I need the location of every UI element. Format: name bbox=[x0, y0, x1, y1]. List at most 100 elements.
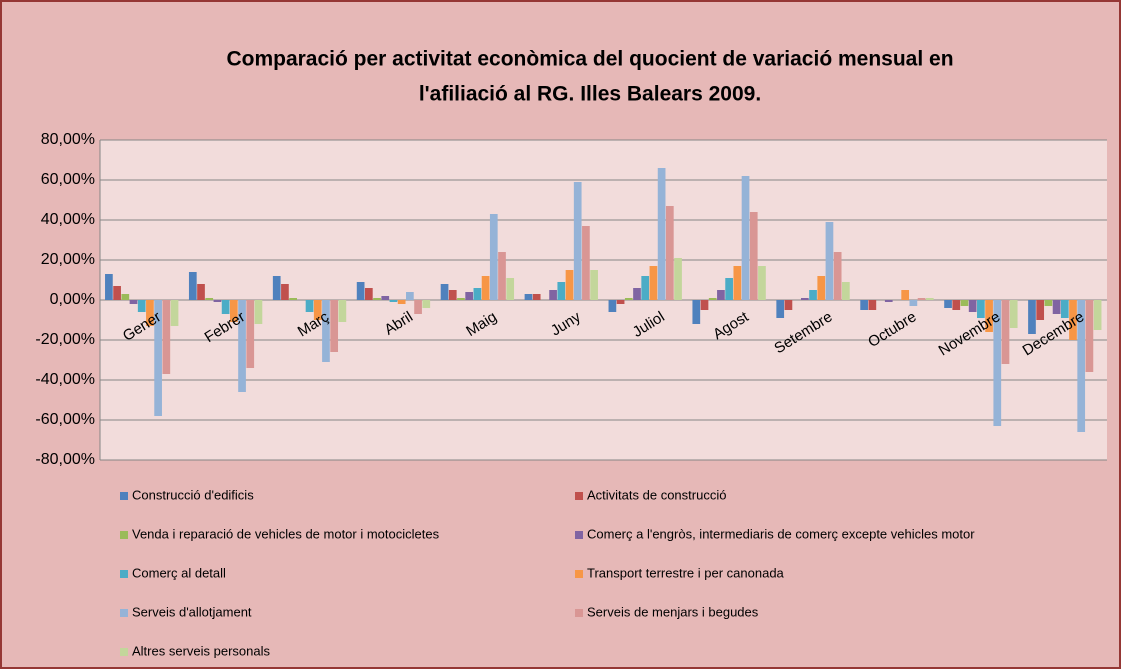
bar bbox=[322, 300, 330, 362]
bar bbox=[909, 300, 918, 306]
bar bbox=[1060, 300, 1069, 318]
bar bbox=[608, 300, 617, 312]
bar bbox=[238, 300, 246, 392]
bar bbox=[373, 298, 381, 300]
bar bbox=[330, 300, 339, 352]
legend-swatch bbox=[120, 648, 128, 656]
legend-label: Venda i reparació de vehicles de motor i… bbox=[132, 526, 440, 541]
bar bbox=[741, 176, 750, 300]
legend-label: Construcció d'edificis bbox=[132, 487, 254, 502]
bar bbox=[944, 300, 952, 308]
bar bbox=[1044, 300, 1053, 306]
bar bbox=[113, 286, 121, 300]
legend-label: Activitats de construcció bbox=[587, 487, 726, 502]
bar bbox=[246, 300, 255, 368]
bar bbox=[565, 270, 574, 300]
bar bbox=[582, 226, 590, 300]
y-tick-label: 40,00% bbox=[41, 211, 95, 228]
bar bbox=[281, 284, 289, 300]
bar bbox=[616, 300, 625, 304]
bar bbox=[414, 300, 422, 314]
legend-label: Altres serveis personals bbox=[132, 643, 270, 658]
bar bbox=[1077, 300, 1086, 432]
bar bbox=[776, 300, 785, 318]
bar bbox=[708, 298, 717, 300]
bar bbox=[338, 300, 347, 322]
bar bbox=[692, 300, 701, 324]
y-tick-label: -80,00% bbox=[35, 451, 95, 468]
bar bbox=[1085, 300, 1094, 372]
bar bbox=[925, 298, 934, 300]
bar bbox=[860, 300, 868, 310]
y-tick-label: 20,00% bbox=[41, 251, 95, 268]
bar bbox=[272, 276, 281, 300]
bar bbox=[498, 252, 506, 300]
bar bbox=[758, 266, 766, 300]
bar bbox=[749, 212, 758, 300]
bar bbox=[205, 298, 214, 300]
bar bbox=[524, 294, 533, 300]
bar bbox=[573, 182, 582, 300]
bar bbox=[105, 274, 113, 300]
bar bbox=[440, 284, 449, 300]
bar bbox=[968, 300, 977, 312]
bar bbox=[649, 266, 658, 300]
bar bbox=[657, 168, 666, 300]
y-tick-label: -60,00% bbox=[35, 411, 95, 428]
bar bbox=[489, 214, 498, 300]
legend-swatch bbox=[120, 570, 128, 578]
bar bbox=[1093, 300, 1102, 330]
bar bbox=[313, 300, 322, 320]
legend-label: Transport terrestre i per canonada bbox=[587, 565, 785, 580]
bar bbox=[397, 300, 406, 304]
bar bbox=[154, 300, 162, 416]
bar bbox=[170, 300, 179, 326]
bar bbox=[985, 300, 993, 332]
bar bbox=[465, 292, 474, 300]
bar bbox=[532, 294, 541, 300]
bar bbox=[121, 294, 130, 300]
bar bbox=[842, 282, 850, 300]
bar bbox=[305, 300, 314, 312]
bar bbox=[717, 290, 725, 300]
bar bbox=[884, 300, 893, 302]
bar bbox=[674, 258, 682, 300]
legend-label: Comerç a l'engròs, intermediaris de come… bbox=[587, 526, 975, 541]
bar bbox=[1069, 300, 1077, 340]
legend-label: Serveis d'allotjament bbox=[132, 604, 252, 619]
legend-swatch bbox=[120, 609, 128, 617]
bar bbox=[221, 300, 230, 314]
y-tick-label: 60,00% bbox=[41, 171, 95, 188]
bar bbox=[162, 300, 171, 374]
bar bbox=[901, 290, 910, 300]
y-tick-label: -40,00% bbox=[35, 371, 95, 388]
bar bbox=[1009, 300, 1018, 328]
bar bbox=[356, 282, 365, 300]
bar bbox=[784, 300, 793, 310]
y-tick-label: -20,00% bbox=[35, 331, 95, 348]
bar bbox=[868, 300, 877, 310]
bar bbox=[229, 300, 238, 322]
bar bbox=[733, 266, 742, 300]
bar bbox=[665, 206, 674, 300]
bar bbox=[977, 300, 985, 318]
bar bbox=[549, 290, 557, 300]
bar bbox=[481, 276, 490, 300]
legend-swatch bbox=[120, 492, 128, 500]
bar bbox=[960, 300, 969, 306]
bar bbox=[557, 282, 566, 300]
bar bbox=[700, 300, 709, 310]
bar bbox=[506, 278, 515, 300]
chart-title: l'afiliació al RG. Illes Balears 2009. bbox=[419, 83, 761, 106]
chart-title: Comparació per activitat econòmica del q… bbox=[226, 48, 953, 71]
bar bbox=[289, 298, 297, 300]
legend-label: Serveis de menjars i begudes bbox=[587, 604, 759, 619]
bar bbox=[457, 298, 465, 300]
bar bbox=[188, 272, 197, 300]
legend-swatch bbox=[575, 531, 583, 539]
bar bbox=[817, 276, 826, 300]
legend-swatch bbox=[575, 609, 583, 617]
bar bbox=[1001, 300, 1010, 364]
legend-label: Comerç al detall bbox=[132, 565, 226, 580]
bar bbox=[917, 298, 926, 300]
